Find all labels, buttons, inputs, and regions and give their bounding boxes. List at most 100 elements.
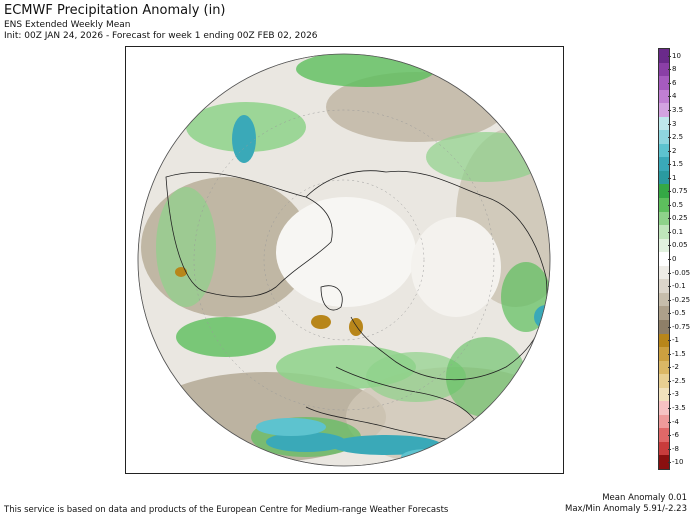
colorbar-tick-label: 3 xyxy=(672,119,677,128)
wet-anomaly-area xyxy=(232,115,256,163)
colorbar-segment xyxy=(659,225,669,240)
colorbar-segment xyxy=(659,414,669,429)
dry-spot xyxy=(311,315,331,329)
colorbar-tick xyxy=(668,259,671,260)
wet-anomaly-area xyxy=(296,54,436,87)
colorbar-tick-label: 4 xyxy=(672,92,677,101)
polar-map xyxy=(137,53,551,473)
colorbar-tick xyxy=(668,96,671,98)
colorbar-segment xyxy=(659,198,669,213)
colorbar-segment xyxy=(659,252,669,267)
colorbar-segment xyxy=(659,130,669,145)
colorbar-tick xyxy=(668,231,671,233)
colorbar-tick xyxy=(668,245,671,247)
attribution-text: This service is based on data and produc… xyxy=(4,505,449,515)
colorbar-tick xyxy=(668,299,671,301)
colorbar-segment xyxy=(659,428,669,443)
wet-anomaly-area xyxy=(501,262,550,332)
colorbar-tick-label: 0.75 xyxy=(672,187,688,196)
colorbar-tick xyxy=(668,191,671,193)
colorbar-tick xyxy=(668,326,671,328)
wet-anomaly-area xyxy=(156,187,216,307)
colorbar-tick xyxy=(668,313,671,315)
colorbar-segment xyxy=(659,347,669,362)
colorbar-tick xyxy=(668,367,671,369)
dry-spot xyxy=(175,267,187,277)
colorbar-tick xyxy=(668,109,671,111)
colorbar-tick xyxy=(668,204,671,206)
colorbar-segment xyxy=(659,143,669,158)
colorbar-tick xyxy=(668,421,671,423)
init-forecast-line: Init: 00Z JAN 24, 2026 - Forecast for we… xyxy=(4,31,318,41)
colorbar-tick xyxy=(668,286,671,288)
colorbar-segment xyxy=(659,76,669,91)
colorbar-tick-label: -0.75 xyxy=(672,322,691,331)
chart-title: ECMWF Precipitation Anomaly (in) xyxy=(4,3,226,18)
colorbar-segment xyxy=(659,387,669,402)
colorbar-segment xyxy=(659,89,669,104)
colorbar-segment xyxy=(659,116,669,131)
colorbar-tick-label: 0.1 xyxy=(672,227,684,236)
colorbar-tick-label: 3.5 xyxy=(672,105,684,114)
wet-anomaly-area xyxy=(426,132,546,182)
colorbar-tick xyxy=(668,69,671,71)
colorbar-tick-label: 0 xyxy=(672,255,677,263)
anomaly-stats: Mean Anomaly 0.01 Max/Min Anomaly 5.91/-… xyxy=(565,493,687,515)
colorbar-tick-label: -1.5 xyxy=(672,349,686,358)
colorbar-tick-label: -3.5 xyxy=(672,404,686,413)
wet-anomaly-area xyxy=(401,449,451,465)
colorbar-tick-label: -3 xyxy=(672,390,679,399)
dry-spot xyxy=(349,318,363,336)
colorbar-tick-label: -8 xyxy=(672,444,679,453)
colorbar-segment xyxy=(659,265,669,280)
colorbar-tick xyxy=(668,435,671,437)
colorbar-tick-label: -0.25 xyxy=(672,295,691,304)
colorbar-tick-label: -0.1 xyxy=(672,282,686,291)
max-anomaly-spot xyxy=(326,469,336,473)
colorbar-tick-label: -2 xyxy=(672,363,679,372)
colorbar-tick xyxy=(668,177,671,179)
colorbar-tick xyxy=(668,394,671,396)
colorbar-tick-label: -1 xyxy=(672,336,679,345)
neutral-area xyxy=(411,217,501,317)
colorbar-tick-label: 0.5 xyxy=(672,200,684,209)
maxmin-anomaly: Max/Min Anomaly 5.91/-2.23 xyxy=(565,504,687,514)
colorbar-segment xyxy=(659,441,669,456)
colorbar-segment xyxy=(659,62,669,77)
colorbar-tick xyxy=(668,353,671,355)
colorbar-segment xyxy=(659,401,669,416)
colorbar-tick-label: 1 xyxy=(672,173,677,182)
wet-anomaly-area xyxy=(176,317,276,357)
wet-anomaly-area xyxy=(266,432,346,452)
colorbar-tick-label: -6 xyxy=(672,431,679,440)
colorbar-tick-label: 2.5 xyxy=(672,133,684,142)
colorbar-tick-label: 1.5 xyxy=(672,160,684,169)
colorbar-tick-label: 0.05 xyxy=(672,241,688,250)
wet-anomaly-area xyxy=(534,305,550,329)
colorbar-tick xyxy=(668,448,671,450)
colorbar-tick xyxy=(668,380,671,382)
colorbar-tick xyxy=(668,150,671,152)
colorbar-tick xyxy=(668,340,671,342)
colorbar-segment xyxy=(659,238,669,253)
graticule xyxy=(193,109,495,411)
colorbar-tick-label: 2 xyxy=(672,146,677,155)
colorbar-tick-label: -10 xyxy=(672,458,684,467)
colorbar-segment xyxy=(659,279,669,294)
wet-anomaly-area xyxy=(366,352,466,402)
chart-subtitle: ENS Extended Weekly Mean xyxy=(4,20,131,30)
colorbar-tick-label: 6 xyxy=(672,78,677,87)
colorbar-tick-label: -0.05 xyxy=(672,268,691,277)
colorbar-segment xyxy=(659,211,669,226)
colorbar-tick-label: 10 xyxy=(672,51,681,60)
wet-anomaly-area xyxy=(256,418,326,436)
colorbar-tick xyxy=(668,272,671,274)
colorbar-segment xyxy=(659,333,669,348)
colorbar-tick-label: -2.5 xyxy=(672,376,686,385)
colorbar-tick xyxy=(668,82,671,84)
map-frame xyxy=(125,46,564,474)
mean-anomaly: Mean Anomaly 0.01 xyxy=(602,493,687,503)
colorbar-tick xyxy=(668,462,671,464)
colorbar-tick xyxy=(668,218,671,220)
colorbar-tick-label: -0.5 xyxy=(672,309,686,318)
